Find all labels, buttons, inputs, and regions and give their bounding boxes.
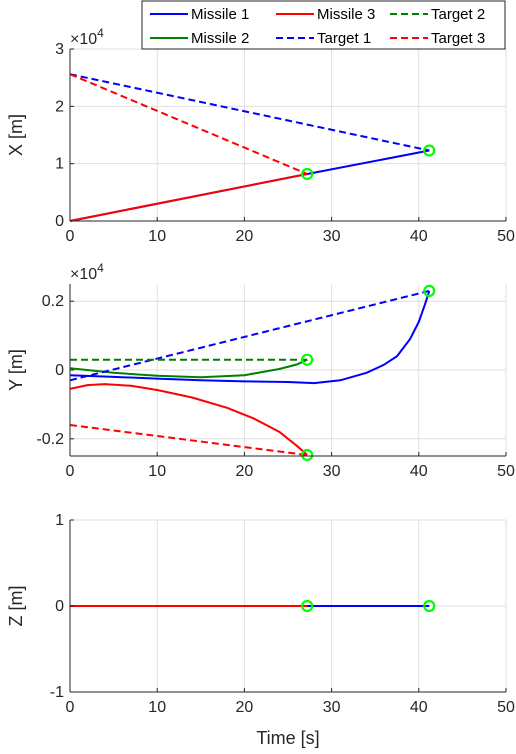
- x-tick-label: 40: [410, 228, 428, 245]
- y-tick-label: 1: [55, 512, 64, 529]
- y-tick-label: -1: [50, 684, 64, 701]
- intercept-marker: [301, 167, 314, 181]
- legend-label: Target 2: [431, 6, 485, 23]
- intercept-marker: [423, 599, 436, 613]
- y-tick-label: 3: [55, 41, 64, 58]
- legend-label: Target 3: [431, 30, 485, 47]
- series-line: [69, 290, 431, 385]
- x-tick-label: 20: [236, 699, 254, 716]
- legend-label: Target 1: [317, 30, 371, 47]
- series-line: [69, 424, 308, 456]
- y-axis-label: X [m]: [6, 114, 26, 156]
- subplot-1: 0 10 20 30 40 50 0 1 2 3 ×104 X [m]: [6, 26, 515, 245]
- legend-label: Missile 3: [317, 6, 375, 23]
- x-tick-label: 0: [66, 463, 75, 480]
- legend-label: Missile 2: [191, 30, 249, 47]
- x-tick-label: 10: [148, 463, 166, 480]
- y-tick-label: 2: [55, 98, 64, 115]
- y-tick-label: 0: [55, 598, 64, 615]
- y-axis-label: Z [m]: [6, 586, 26, 627]
- y-tick-label: -0.2: [36, 431, 64, 448]
- series-line: [69, 173, 308, 222]
- y-tick-label: 0.2: [42, 293, 64, 310]
- x-tick-label: 50: [497, 228, 515, 245]
- x-tick-label: 0: [66, 228, 75, 245]
- x-tick-label: 30: [323, 699, 341, 716]
- intercept-marker: [301, 448, 314, 462]
- intercept-marker: [423, 144, 436, 157]
- x-tick-label: 20: [236, 228, 254, 245]
- x-tick-label: 10: [148, 228, 166, 245]
- y-tick-label: 0: [55, 213, 64, 230]
- y-axis-label: Y [m]: [6, 349, 26, 391]
- series-line: [69, 358, 308, 379]
- legend: Missile 1 Missile 3 Target 2 Missile 2 Targe…: [141, 0, 506, 50]
- x-tick-label: 30: [323, 463, 341, 480]
- series-line: [69, 73, 308, 175]
- x-tick-label: 40: [410, 699, 428, 716]
- series-line: [69, 289, 430, 382]
- x-tick-label: 30: [323, 228, 341, 245]
- x-tick-label: 20: [236, 463, 254, 480]
- y-exponent-label: ×104: [70, 261, 104, 283]
- x-tick-label: 0: [66, 699, 75, 716]
- y-exponent-label: ×104: [70, 26, 104, 48]
- x-axis-label: Time [s]: [256, 728, 319, 748]
- x-tick-label: 50: [497, 699, 515, 716]
- x-tick-label: 50: [497, 463, 515, 480]
- plot-area: [70, 49, 506, 221]
- intercept-marker: [301, 353, 314, 366]
- legend-box: [141, 0, 506, 50]
- series-line: [69, 383, 308, 456]
- y-tick-label: 0: [55, 362, 64, 379]
- series-line: [69, 73, 430, 152]
- intercept-marker: [423, 284, 436, 297]
- x-tick-label: 10: [148, 699, 166, 716]
- intercept-marker: [301, 599, 314, 613]
- legend-label: Missile 1: [191, 6, 249, 23]
- x-tick-label: 40: [410, 463, 428, 480]
- y-tick-label: 1: [55, 156, 64, 173]
